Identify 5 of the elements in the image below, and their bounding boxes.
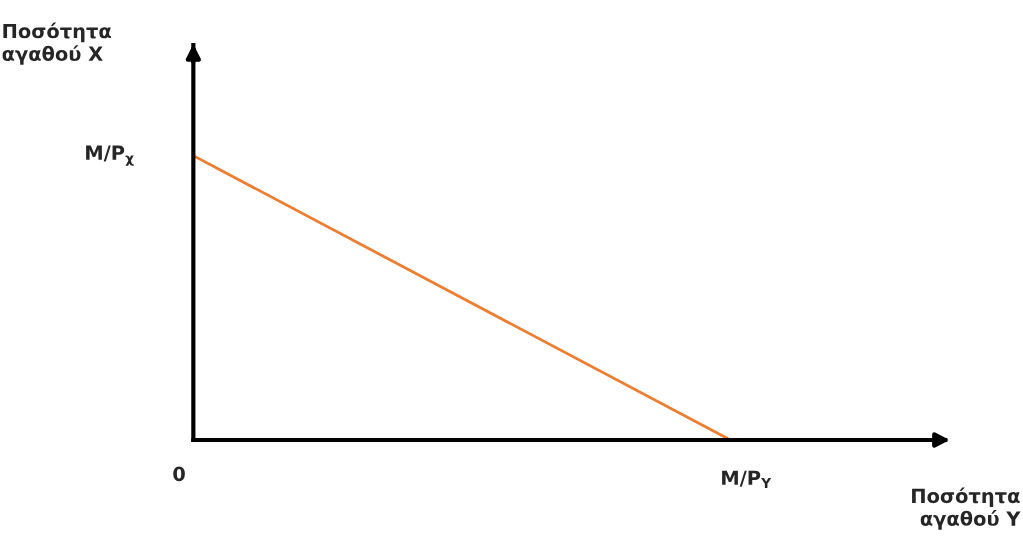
x-axis-title: Ποσότητα αγαθού Y	[912, 487, 1021, 530]
text: M/P$_{χ}$	[86, 145, 134, 166]
text: M/P$_{Y}$	[722, 470, 772, 489]
text: 0	[173, 466, 185, 482]
text: Ποσότητα αγαθού X	[2, 22, 111, 65]
